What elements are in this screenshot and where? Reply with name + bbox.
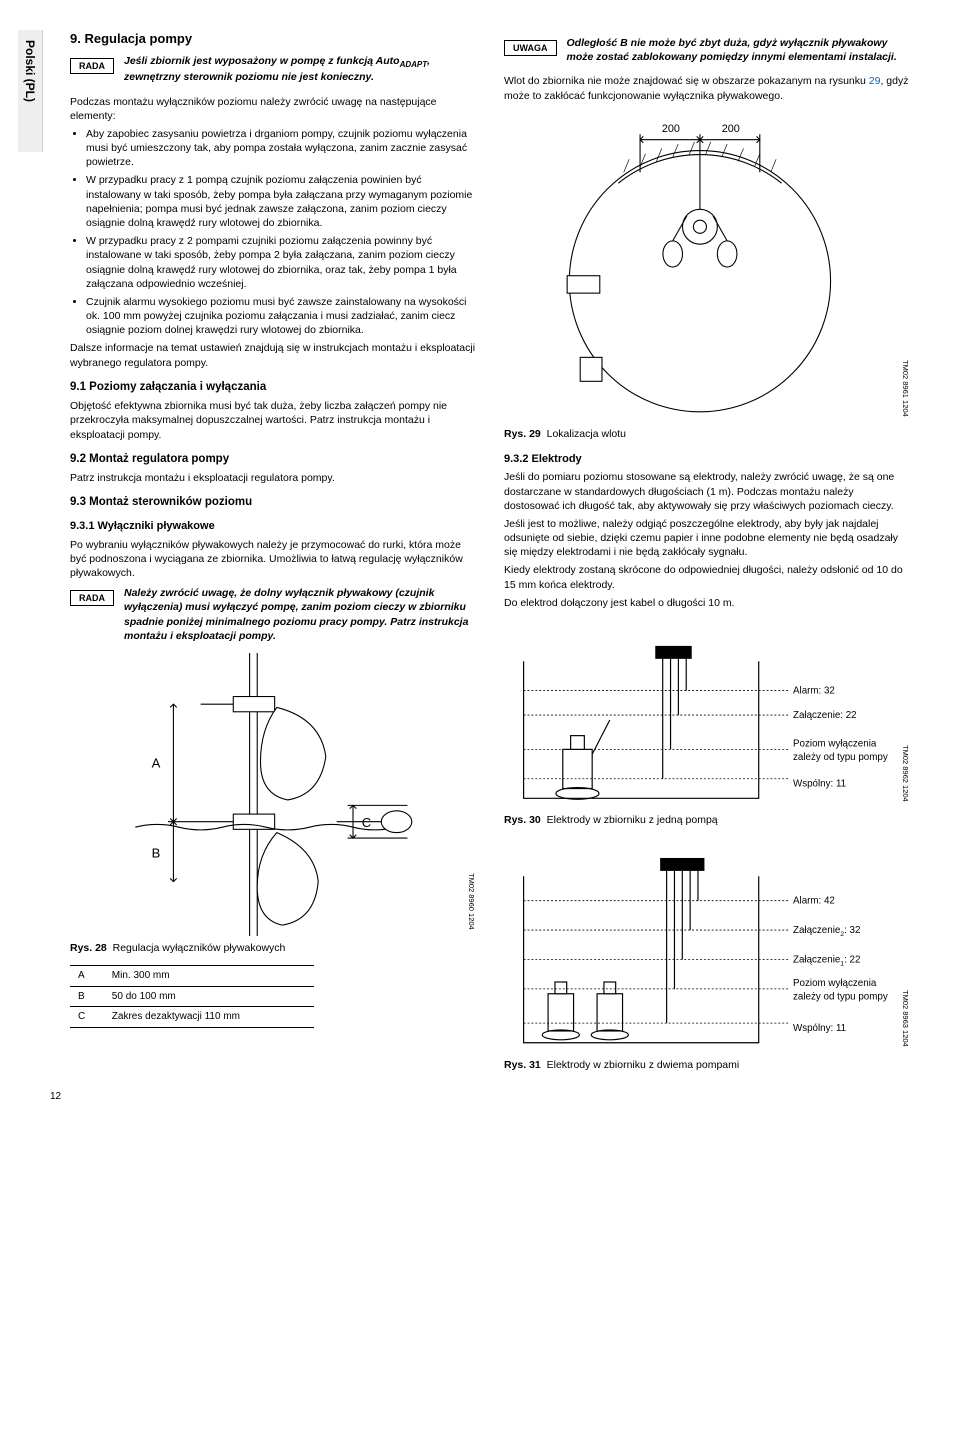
fig30-zal: Załączenie: 22 [793,710,857,721]
fig28-label-b: B [152,846,161,861]
left-column: 9. Regulacja pompy RADA Jeśli zbiornik j… [70,30,476,1082]
bullet-1: Aby zapobiec zasysaniu powietrza i drgan… [86,127,476,170]
figure-30: Alarm: 32 Załączenie: 22 Poziom wyłączen… [504,622,910,808]
page-number: 12 [50,1090,61,1104]
para-9-1: Objętość efektywna zbiornika musi być ta… [70,399,476,442]
rada-label: RADA [70,58,114,74]
rada-text: Jeśli zbiornik jest wyposażony w pompę z… [124,54,476,85]
bullet-3: W przypadku pracy z 2 pompami czujniki p… [86,234,476,291]
fig30-alarm: Alarm: 32 [793,685,835,696]
fig31-zal1: Załączenie1: 22 [793,955,860,968]
fig31-tm-code: TM02 8963 1204 [900,990,910,1047]
uwaga-text: Odległość B nie może być zbyt duża, gdyż… [567,36,911,64]
rada-sub: ADAPT [400,60,428,69]
fig28-tm-code: TM02 8960 1204 [466,873,476,930]
language-tab: Polski (PL) [18,30,43,152]
fig31-label: Rys. 31 [504,1059,541,1071]
fig29-label: Rys. 29 [504,428,541,440]
note-rada-2: RADA Należy zwrócić uwagę, że dolny wyłą… [70,586,476,643]
fig31-caption: Rys. 31 Elektrody w zbiorniku z dwiema p… [504,1058,910,1072]
heading-9-1: 9.1 Poziomy załączania i wyłączania [70,380,476,396]
fig31-wsp: Wspólny: 11 [793,1023,846,1034]
table-row: CZakres dezaktywacji 110 mm [70,1007,314,1028]
figure-28-svg: A B C [70,653,462,936]
uwaga-label: UWAGA [504,40,557,56]
fig-ref-link[interactable]: 29 [869,75,881,87]
fig28-label: Rys. 28 [70,942,107,954]
para-932a: Jeśli do pomiaru poziomu stosowane są el… [504,470,910,513]
dim-200-b: 200 [722,123,740,135]
fig30-caption: Rys. 30 Elektrody w zbiorniku z jedną po… [504,813,910,827]
fig31-wyl: Poziom wyłączenia zależy od typu pompy [793,977,891,1003]
fig30-wyl: Poziom wyłączenia zależy od typu pompy [793,738,891,764]
fig28-label-c: C [362,815,371,830]
note-uwaga: UWAGA Odległość B nie może być zbyt duża… [504,36,910,64]
para-932c: Kiedy elektrody zostaną skrócone do odpo… [504,563,910,591]
cell-c-val: Zakres dezaktywacji 110 mm [104,1007,314,1028]
figure-31-svg: Alarm: 42 Załączenie2: 32 Załączenie1: 2… [504,837,896,1053]
rada-text-part1: Jeśli zbiornik jest wyposażony w pompę z… [124,55,400,67]
table-28: AMin. 300 mm B50 do 100 mm CZakres dezak… [70,965,314,1028]
fig29-caption: Rys. 29 Lokalizacja wlotu [504,427,910,441]
fig30-label: Rys. 30 [504,814,541,826]
fig29-caption-text: Lokalizacja wlotu [547,428,626,440]
cell-a-val: Min. 300 mm [104,966,314,987]
fig31-caption-text: Elektrody w zbiorniku z dwiema pompami [547,1059,740,1071]
heading-9-3-1: 9.3.1 Wyłączniki pływakowe [70,519,476,534]
rada-text-2: Należy zwrócić uwagę, że dolny wyłącznik… [124,586,476,643]
cell-b-key: B [70,986,104,1007]
fig29-tm-code: TM02 8961 1204 [900,360,910,417]
heading-9-2: 9.2 Montaż regulatora pompy [70,452,476,468]
fig31-zal2: Załączenie2: 32 [793,925,860,938]
figure-29-svg: 200 200 [504,107,896,423]
figure-28: A B C TM02 8960 1204 [70,653,476,936]
heading-9-3-2: 9.3.2 Elektrody [504,452,910,467]
table-row: B50 do 100 mm [70,986,314,1007]
para-9-2: Patrz instrukcja montażu i eksploatacji … [70,471,476,485]
table-row: AMin. 300 mm [70,966,314,987]
cell-c-key: C [70,1007,104,1028]
para-9-3-1: Po wybraniu wyłączników pływakowych nale… [70,538,476,581]
rada-label-2: RADA [70,590,114,606]
cell-a-key: A [70,966,104,987]
fig28-caption-text: Regulacja wyłączników pływakowych [113,942,286,954]
figure-30-svg: Alarm: 32 Załączenie: 22 Poziom wyłączen… [504,622,896,808]
bullet-list: Aby zapobiec zasysaniu powietrza i drgan… [70,127,476,337]
heading-9: 9. Regulacja pompy [70,30,476,48]
para-intro: Podczas montażu wyłączników poziomu nale… [70,95,476,123]
para-more-info: Dalsze informacje na temat ustawień znaj… [70,341,476,369]
fig30-caption-text: Elektrody w zbiorniku z jedną pompą [547,814,718,826]
para-inlet: Wlot do zbiornika nie może znajdować się… [504,74,910,102]
bullet-4: Czujnik alarmu wysokiego poziomu musi by… [86,295,476,338]
figure-29: 200 200 TM02 8961 1204 [504,107,910,423]
dim-200-a: 200 [662,123,680,135]
right-column: UWAGA Odległość B nie może być zbyt duża… [504,30,910,1082]
fig31-alarm: Alarm: 42 [793,896,835,907]
fig30-tm-code: TM02 8962 1204 [900,745,910,802]
fig28-caption: Rys. 28 Regulacja wyłączników pływakowyc… [70,941,476,955]
heading-9-3: 9.3 Montaż sterowników poziomu [70,495,476,511]
bullet-2: W przypadku pracy z 1 pompą czujnik pozi… [86,173,476,230]
fig30-wsp: Wspólny: 11 [793,779,846,790]
para-inlet-a: Wlot do zbiornika nie może znajdować się… [504,75,869,87]
para-932b: Jeśli jest to możliwe, należy odgiąć pos… [504,517,910,560]
cell-b-val: 50 do 100 mm [104,986,314,1007]
note-rada-1: RADA Jeśli zbiornik jest wyposażony w po… [70,54,476,85]
figure-31: Alarm: 42 Załączenie2: 32 Załączenie1: 2… [504,837,910,1053]
fig28-label-a: A [152,755,161,770]
para-932d: Do elektrod dołączony jest kabel o długo… [504,596,910,610]
